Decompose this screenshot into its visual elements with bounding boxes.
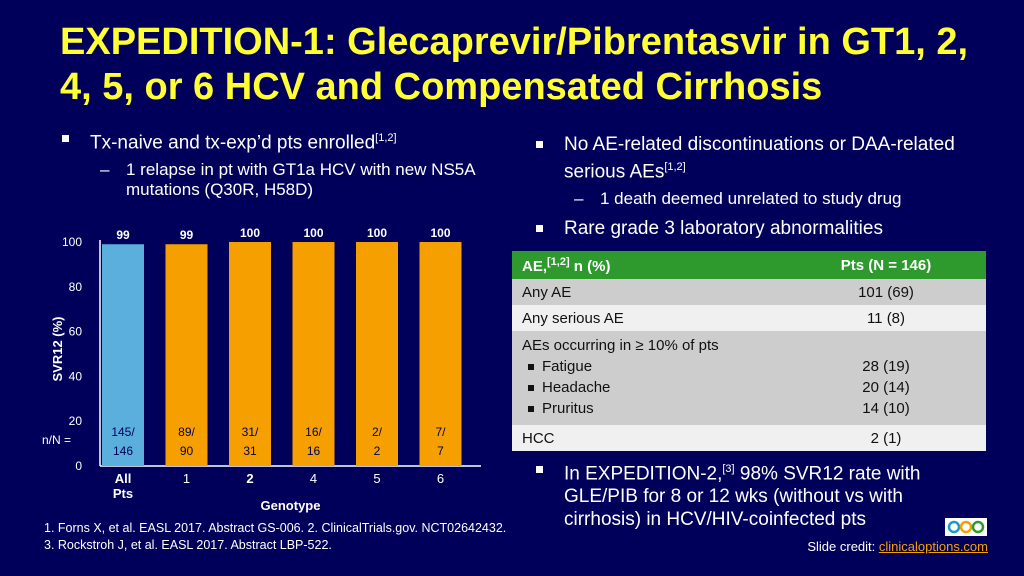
list-item: Pruritus xyxy=(522,398,776,419)
n-over-n-value: 16/ xyxy=(305,425,322,439)
table-row: Any serious AE 11 (8) xyxy=(512,305,986,331)
bullet-marker xyxy=(528,406,534,412)
bar xyxy=(419,242,462,466)
n-over-n-value: 7/ xyxy=(435,425,446,439)
x-tick-label: 2 xyxy=(246,471,253,486)
ae-header-label: AE,[1,2] n (%) xyxy=(512,251,786,279)
bullet-expedition2: In EXPEDITION-2,[3] 98% SVR12 rate with … xyxy=(536,458,956,531)
bullet-no-ae-ref: [1,2] xyxy=(664,161,686,173)
bar-value-label: 100 xyxy=(303,226,323,240)
bar xyxy=(102,244,144,466)
bullet-marker xyxy=(528,385,534,391)
ae-table-header: AE,[1,2] n (%) Pts (N = 146) xyxy=(512,251,986,279)
right-bullets: No AE-related discontinuations or DAA-re… xyxy=(536,133,956,246)
cco-logo-icon xyxy=(945,518,987,536)
sub-bullet-relapse-text: 1 relapse in pt with GT1a HCV with new N… xyxy=(126,160,475,200)
row-label: Any serious AE xyxy=(512,305,786,331)
bar-value-label: 100 xyxy=(430,226,450,240)
row-label: AEs occurring in ≥ 10% of pts Fatigue He… xyxy=(512,331,786,425)
table-row: Any AE 101 (69) xyxy=(512,279,986,305)
bullet-marker xyxy=(536,225,543,233)
row-value: 2 (1) xyxy=(786,425,986,451)
right-bullets-bottom: In EXPEDITION-2,[3] 98% SVR12 rate with … xyxy=(536,458,956,537)
table-row: AEs occurring in ≥ 10% of pts Fatigue He… xyxy=(512,331,986,425)
n-over-n-value: 90 xyxy=(180,444,194,458)
n-over-n-label: n/N = xyxy=(42,433,71,447)
bullet-marker xyxy=(536,141,543,148)
n-over-n-value: 7 xyxy=(437,444,444,458)
x-tick-label: 5 xyxy=(373,471,380,486)
bullet-no-ae-text: No AE-related discontinuations or DAA-re… xyxy=(564,134,955,183)
bar-value-label: 99 xyxy=(180,228,194,242)
common-ae-label: AEs occurring in ≥ 10% of pts xyxy=(522,337,719,354)
y-tick-label: 40 xyxy=(69,369,83,383)
n-over-n-value: 89/ xyxy=(178,425,195,439)
list-item: Fatigue xyxy=(522,356,776,377)
y-tick-label: 100 xyxy=(62,235,82,249)
row-value: 101 (69) xyxy=(786,279,986,305)
bullet-rare-grade3-text: Rare grade 3 laboratory abnormalities xyxy=(564,218,883,240)
credit-link[interactable]: clinicaloptions.com xyxy=(878,539,988,554)
y-tick-label: 60 xyxy=(69,325,83,339)
n-over-n-value: 145/ xyxy=(111,425,135,439)
left-bullets: Tx-naive and tx-exp’d pts enrolled[1,2] … xyxy=(62,127,482,206)
list-item: Headache xyxy=(522,377,776,398)
slide-credit: Slide credit: clinicaloptions.com xyxy=(807,539,988,554)
bullet-no-ae: No AE-related discontinuations or DAA-re… xyxy=(536,133,956,183)
x-tick-label: 6 xyxy=(437,471,444,486)
references: 1. Forns X, et al. EASL 2017. Abstract G… xyxy=(44,520,506,554)
bar xyxy=(229,242,271,466)
n-over-n-value: 31/ xyxy=(242,425,259,439)
y-tick-label: 0 xyxy=(75,459,82,473)
bullet-marker xyxy=(536,466,543,473)
credit-label: Slide credit: xyxy=(807,539,879,554)
bullet-enrolled: Tx-naive and tx-exp’d pts enrolled[1,2] xyxy=(62,127,482,154)
dash-marker: – xyxy=(100,160,110,180)
dash-marker: – xyxy=(574,189,584,209)
row-label: Any AE xyxy=(512,279,786,305)
y-tick-label: 20 xyxy=(69,414,83,428)
n-over-n-value: 2 xyxy=(374,444,381,458)
y-axis-title: SVR12 (%) xyxy=(50,316,65,381)
x-tick-label: 1 xyxy=(183,471,190,486)
ae-header-value: Pts (N = 146) xyxy=(786,251,986,279)
row-label: HCC xyxy=(512,425,786,451)
bullet-enrolled-ref: [1,2] xyxy=(375,132,397,144)
y-tick-label: 80 xyxy=(69,280,83,294)
bar xyxy=(165,244,208,466)
n-over-n-value: 31 xyxy=(243,444,257,458)
x-tick-label: Pts xyxy=(113,486,133,501)
slide-title: EXPEDITION-1: Glecaprevir/Pibrentasvir i… xyxy=(60,21,969,108)
x-tick-label: All xyxy=(115,471,132,486)
bullet-marker xyxy=(62,135,69,142)
n-over-n-value: 16 xyxy=(307,444,321,458)
bar-value-label: 100 xyxy=(367,226,387,240)
reference-line: 3. Rockstroh J, et al. EASL 2017. Abstra… xyxy=(44,538,332,552)
bar xyxy=(292,242,335,466)
sub-bullet-death: – 1 death deemed unrelated to study drug xyxy=(536,189,956,209)
table-row: HCC 2 (1) xyxy=(512,425,986,451)
bullet-rare-grade3: Rare grade 3 laboratory abnormalities xyxy=(536,217,956,240)
reference-line: 1. Forns X, et al. EASL 2017. Abstract G… xyxy=(44,521,507,535)
n-over-n-value: 2/ xyxy=(372,425,383,439)
ae-table: AE,[1,2] n (%) Pts (N = 146) Any AE 101 … xyxy=(512,251,986,451)
row-value: 11 (8) xyxy=(786,305,986,331)
bar xyxy=(356,242,398,466)
bar-value-label: 100 xyxy=(240,226,260,240)
bullet-enrolled-text: Tx-naive and tx-exp’d pts enrolled xyxy=(90,132,376,154)
sub-bullet-death-text: 1 death deemed unrelated to study drug xyxy=(600,189,902,209)
n-over-n-value: 146 xyxy=(113,444,133,458)
bar-value-label: 99 xyxy=(116,228,130,242)
x-tick-label: 4 xyxy=(310,471,317,486)
bullet-marker xyxy=(528,364,534,370)
row-value: 28 (19) 20 (14) 14 (10) xyxy=(786,331,986,425)
sub-bullet-relapse: – 1 relapse in pt with GT1a HCV with new… xyxy=(62,160,482,200)
x-axis-title: Genotype xyxy=(261,498,321,513)
